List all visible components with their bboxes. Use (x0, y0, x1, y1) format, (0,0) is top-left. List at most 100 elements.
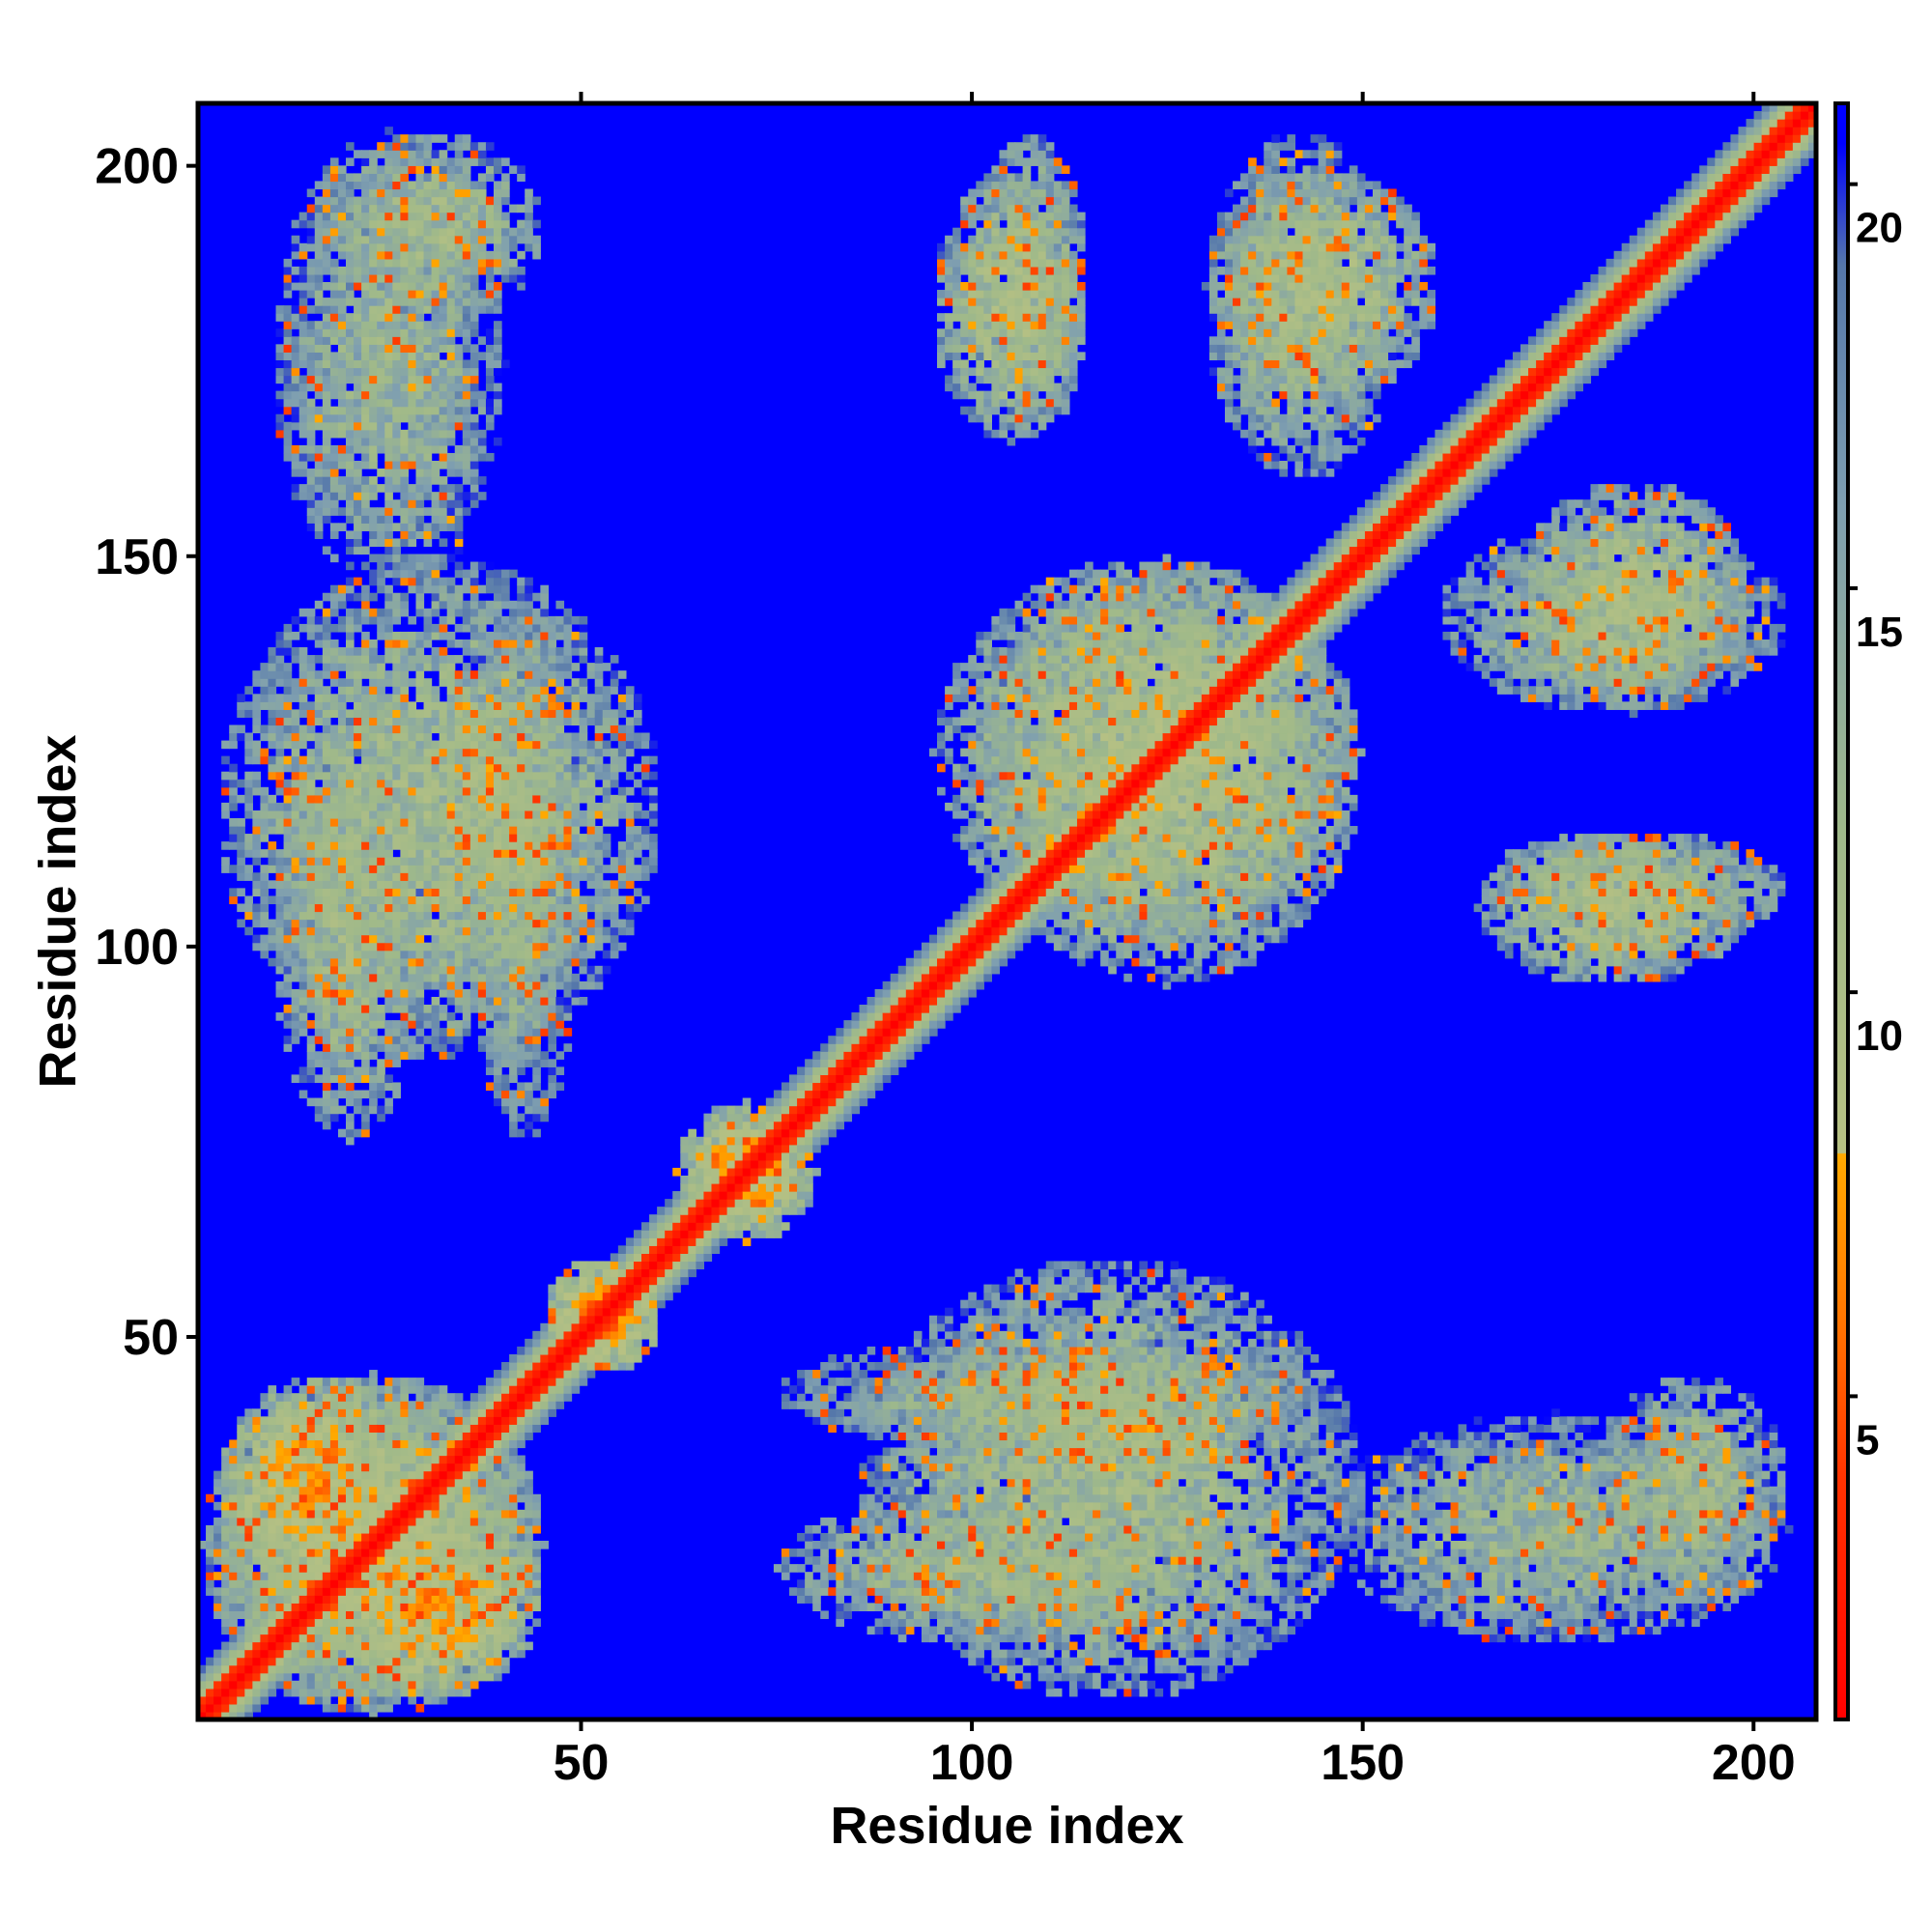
heatmap-cell (369, 398, 378, 408)
heatmap-cell (346, 841, 355, 850)
heatmap-cell (314, 926, 324, 936)
heatmap-cell (283, 849, 293, 858)
heatmap-cell (494, 1587, 502, 1596)
heatmap-cell (268, 701, 277, 710)
heatmap-cell (485, 1603, 495, 1611)
heatmap-cell (298, 888, 308, 897)
heatmap-cell (446, 926, 456, 936)
heatmap-cell (423, 1695, 433, 1705)
heatmap-cell (322, 1455, 331, 1464)
heatmap-cell (252, 817, 262, 827)
heatmap-cell (469, 1470, 479, 1480)
heatmap-cell (291, 740, 300, 750)
heatmap-cell (384, 1486, 393, 1495)
heatmap-cell (439, 390, 448, 400)
heatmap-cell (485, 1424, 495, 1433)
heatmap-cell (439, 1517, 448, 1526)
heatmap-cell (431, 880, 440, 889)
heatmap-cell (229, 895, 238, 905)
heatmap-cell (423, 1541, 433, 1549)
heatmap-cell (485, 678, 495, 687)
heatmap-cell (314, 196, 324, 206)
heatmap-cell (485, 344, 495, 353)
heatmap-cell (314, 810, 324, 819)
heatmap-cell (469, 802, 479, 811)
heatmap-cell (337, 709, 347, 719)
heatmap-cell (275, 1408, 285, 1417)
heatmap-cell (408, 157, 417, 166)
heatmap-cell (415, 1587, 425, 1596)
heatmap-cell (384, 142, 393, 151)
heatmap-cell (244, 686, 253, 695)
heatmap-cell (322, 1005, 331, 1013)
heatmap-cell (400, 1385, 410, 1394)
heatmap-cell (221, 1641, 230, 1651)
heatmap-cell (415, 1641, 425, 1651)
heatmap-cell (283, 421, 293, 431)
heatmap-cell (501, 1043, 510, 1052)
heatmap-cell (454, 375, 464, 384)
heatmap-cell (369, 888, 378, 897)
heatmap-cell (369, 165, 378, 174)
heatmap-cell (392, 1486, 401, 1495)
heatmap-cell (377, 554, 385, 563)
heatmap-cell (477, 880, 487, 889)
heatmap-cell (369, 965, 378, 975)
heatmap-cell (477, 390, 487, 400)
heatmap-cell (446, 1672, 456, 1682)
heatmap-cell (306, 1634, 316, 1643)
heatmap-cell (346, 352, 355, 361)
heatmap-cell (314, 1626, 324, 1635)
heatmap-cell (306, 1641, 316, 1651)
heatmap-cell (400, 911, 410, 921)
heatmap-cell (384, 926, 393, 936)
heatmap-cell (439, 1695, 448, 1705)
heatmap-cell (346, 1579, 355, 1588)
heatmap-cell (275, 1657, 285, 1666)
heatmap-cell (400, 965, 410, 975)
heatmap-cell (469, 1524, 479, 1534)
heatmap-cell (337, 212, 347, 221)
heatmap-cell (431, 359, 440, 369)
heatmap-cell (377, 344, 385, 353)
heatmap-cell (384, 507, 393, 516)
heatmap-cell (415, 865, 425, 873)
heatmap-cell (354, 1618, 362, 1628)
heatmap-cell (221, 1579, 230, 1588)
heatmap-cell (431, 849, 440, 858)
heatmap-cell (494, 988, 502, 998)
heatmap-cell (260, 1672, 270, 1682)
heatmap-cell (361, 413, 370, 423)
heatmap-cell (298, 740, 308, 750)
heatmap-cell (509, 849, 518, 858)
heatmap-cell (361, 957, 370, 967)
heatmap-cell (485, 1486, 495, 1495)
heatmap-cell (354, 266, 362, 275)
heatmap-cell (494, 639, 502, 648)
heatmap-cell (454, 188, 464, 198)
heatmap-cell (400, 1470, 410, 1480)
heatmap-cell (298, 872, 308, 881)
heatmap-cell (415, 694, 425, 702)
heatmap-cell (454, 390, 464, 400)
heatmap-cell (306, 965, 316, 975)
heatmap-cell (469, 857, 479, 866)
heatmap-cell (462, 911, 471, 921)
heatmap-cell (369, 1378, 378, 1386)
heatmap-cell (354, 973, 362, 982)
heatmap-cell (298, 1603, 308, 1611)
heatmap-cell (477, 437, 487, 446)
heatmap-cell (446, 1028, 456, 1037)
heatmap-cell (477, 352, 487, 361)
heatmap-cell (354, 1051, 362, 1060)
heatmap-cell (454, 1501, 464, 1511)
heatmap-cell (329, 663, 339, 671)
heatmap-cell (462, 507, 471, 516)
heatmap-cell (291, 934, 300, 944)
heatmap-cell (494, 1439, 502, 1449)
heatmap-cell (329, 1012, 339, 1021)
heatmap-cell (477, 181, 487, 190)
heatmap-cell (306, 375, 316, 384)
heatmap-cell (329, 298, 339, 306)
heatmap-cell (298, 383, 308, 392)
